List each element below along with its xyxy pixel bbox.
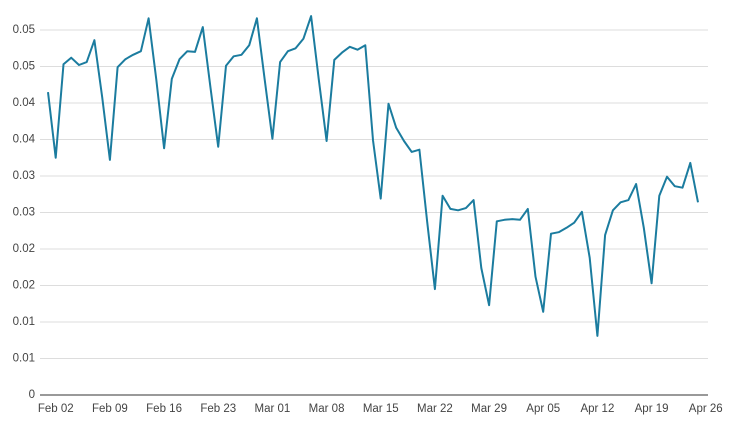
y-tick-label: 0.04 (13, 97, 36, 109)
data-line (47, 15, 699, 337)
x-tick-label: Apr 12 (580, 403, 614, 415)
y-tick-label: 0.01 (13, 316, 35, 328)
y-tick-label: 0 (29, 389, 35, 401)
x-tick-label: Apr 26 (689, 403, 723, 415)
y-tick-label: 0.02 (13, 280, 35, 292)
y-tick-label: 0.03 (13, 170, 35, 182)
y-tick-label: 0.02 (13, 243, 35, 255)
x-tick-label: Feb 16 (146, 403, 182, 415)
x-tick-label: Apr 05 (526, 403, 560, 415)
x-tick-label: Mar 22 (417, 403, 453, 415)
x-tick-label: Mar 08 (309, 403, 345, 415)
x-tick-label: Apr 19 (635, 403, 669, 415)
y-tick-label: 0.01 (13, 353, 35, 365)
x-tick-label: Mar 01 (255, 403, 291, 415)
x-tick-label: Feb 02 (38, 403, 74, 415)
y-tick-label: 0.05 (13, 24, 35, 36)
y-tick-label: 0.03 (13, 207, 35, 219)
x-tick-label: Feb 09 (92, 403, 128, 415)
y-tick-label: 0.04 (13, 134, 36, 146)
x-tick-label: Feb 23 (200, 403, 236, 415)
x-tick-label: Mar 15 (363, 403, 399, 415)
x-tick-label: Mar 29 (471, 403, 507, 415)
y-tick-label: 0.05 (13, 61, 35, 73)
